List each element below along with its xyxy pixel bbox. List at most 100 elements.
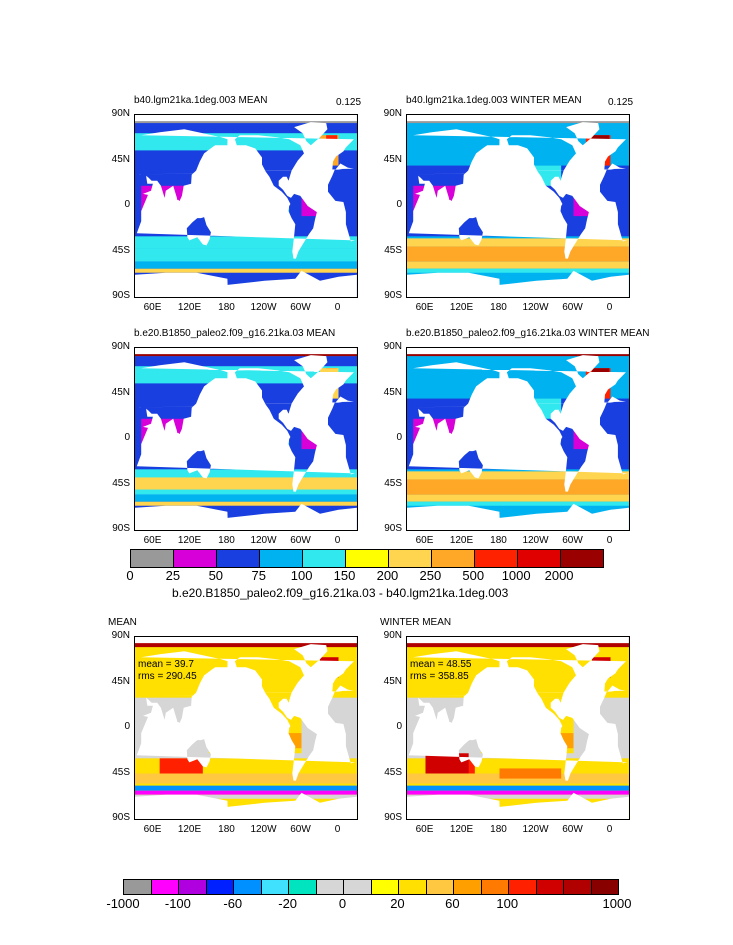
field-region	[135, 773, 357, 784]
colorbar-label: -20	[278, 896, 298, 911]
colorbar-label: 0	[126, 568, 134, 583]
lon-tick-label: 180	[490, 302, 507, 313]
lat-tick-label: 90S	[384, 812, 402, 823]
colorbar-label: 250	[419, 568, 442, 583]
panel-title: b.e20.B1850_paleo2.f09_g16.21ka.03 MEAN	[134, 328, 336, 339]
colorbar-swatch	[454, 880, 482, 894]
mean-stat: mean = 48.55	[410, 659, 472, 670]
lon-tick-label: 180	[490, 824, 507, 835]
lat-tick-label: 45S	[112, 477, 130, 489]
land-mask	[135, 637, 357, 819]
lon-tick-label: 180	[218, 535, 235, 546]
lon-tick-label: 120E	[177, 824, 202, 835]
field-region	[407, 501, 629, 506]
lon-tick-label: 60E	[143, 535, 162, 546]
lat-tick-label: 45S	[384, 244, 402, 256]
field-region	[135, 477, 357, 490]
colorbar-bottom	[123, 879, 619, 895]
colorbar-label: 60	[445, 896, 460, 911]
colorbar-swatch	[261, 880, 289, 894]
lat-tick-label: 90N	[111, 630, 130, 641]
lat-tick-label: 90S	[384, 523, 402, 534]
colorbar-swatch	[234, 880, 262, 894]
colorbar-label: -100	[164, 896, 191, 911]
lat-tick-label: 0	[396, 721, 402, 732]
colorbar-label: -1000	[106, 896, 140, 911]
colorbar-swatch	[389, 550, 432, 567]
land-mask	[407, 115, 629, 297]
panel-title: b40.lgm21ka.1deg.003 MEAN	[134, 95, 268, 106]
field-region	[159, 758, 203, 774]
lat-tick-label: 0	[124, 721, 130, 732]
rms-stat: rms = 290.45	[138, 671, 197, 682]
lon-tick-label: 120W	[522, 824, 549, 835]
lat-tick-label: 45S	[384, 477, 402, 489]
map-frame	[134, 347, 358, 531]
lat-tick-label: 90N	[383, 108, 402, 119]
lat-tick-label: 90S	[384, 290, 402, 301]
lon-tick-label: 0	[606, 535, 613, 546]
colorbar-label: 200	[376, 568, 399, 583]
colorbar-swatch	[346, 550, 389, 567]
map-frame	[134, 114, 358, 298]
lat-tick-label: 90S	[112, 812, 130, 823]
lon-tick-label: 0	[334, 824, 341, 835]
lat-tick-label: 45N	[383, 386, 402, 398]
colorbar-label: 25	[165, 568, 181, 583]
colorbar-swatch	[564, 880, 592, 894]
map-svg	[135, 348, 357, 530]
land-mask	[135, 348, 357, 530]
lat-tick-label: 90N	[111, 108, 130, 119]
lat-tick-label: 45N	[111, 386, 130, 398]
land-mask	[135, 115, 357, 297]
field-region	[135, 261, 357, 269]
colorbar-swatch	[509, 880, 537, 894]
colorbar-swatch	[260, 550, 303, 567]
field-region	[407, 261, 629, 269]
field-region	[407, 238, 629, 247]
lon-tick-label: 120E	[177, 535, 202, 546]
field-region	[135, 501, 357, 506]
panel-contour-interval: 0.125	[608, 97, 634, 108]
lon-tick-label: 60W	[290, 535, 311, 546]
field-region	[407, 268, 629, 273]
lon-tick-label: 0	[606, 302, 613, 313]
colorbar-label: 2000	[544, 568, 574, 583]
colorbar-swatch	[426, 880, 454, 894]
colorbar-label: 50	[208, 568, 224, 583]
lon-tick-label: 120W	[250, 824, 277, 835]
lon-tick-label: 60E	[143, 824, 162, 835]
lon-tick-label: 120W	[522, 535, 549, 546]
field-region	[135, 248, 357, 262]
lat-tick-label: 45N	[383, 153, 402, 165]
map-svg	[407, 637, 629, 819]
colorbar-label: 100	[290, 568, 313, 583]
lon-tick-label: 0	[606, 824, 613, 835]
lat-tick-label: 90N	[383, 630, 402, 641]
colorbar-swatch	[344, 880, 372, 894]
lon-tick-label: 60E	[415, 535, 434, 546]
lon-tick-label: 60W	[290, 302, 311, 313]
field-region	[135, 268, 357, 273]
colorbar-label: 75	[251, 568, 266, 583]
colorbar-swatch	[475, 550, 518, 567]
colorbar-swatch	[206, 880, 234, 894]
panel-title: MEAN	[108, 617, 137, 628]
colorbar-swatch	[303, 550, 346, 567]
lon-tick-label: 180	[218, 824, 235, 835]
colorbar-label: 100	[496, 896, 519, 911]
map-frame	[406, 347, 630, 531]
field-region	[407, 494, 629, 502]
field-region	[425, 753, 469, 774]
lon-tick-label: 60W	[290, 824, 311, 835]
lon-tick-label: 120W	[522, 302, 549, 313]
lat-tick-label: 90S	[112, 290, 130, 301]
colorbar-swatch	[124, 880, 152, 894]
field-region	[135, 785, 357, 791]
colorbar-label: 1000	[602, 896, 632, 911]
lon-tick-label: 180	[218, 302, 235, 313]
colorbar-swatch	[151, 880, 179, 894]
map-frame	[134, 636, 358, 820]
lon-tick-label: 60W	[562, 824, 583, 835]
lon-tick-label: 120E	[449, 302, 474, 313]
